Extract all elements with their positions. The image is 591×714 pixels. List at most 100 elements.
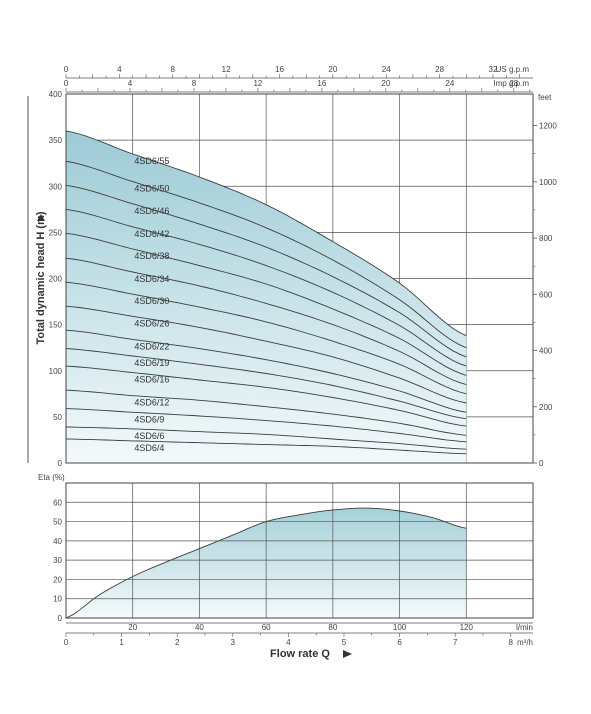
m3h-unit-label: m³/h: [517, 638, 533, 647]
feet-tick-label: 600: [539, 290, 553, 299]
m3h-tick-label: 2: [175, 638, 180, 647]
curve-label: 4SD6/42: [134, 229, 169, 239]
head-curve: [65, 305, 467, 404]
eta-curve: [65, 507, 467, 619]
y-tick-label: 400: [49, 90, 63, 99]
m3h-tick-label: 3: [231, 638, 236, 647]
us-gpm-tick-label: 0: [64, 65, 69, 74]
curve-label: 4SD6/50: [134, 184, 169, 194]
imp-gpm-tick-label: 24: [445, 79, 454, 88]
head-curve: [65, 329, 467, 413]
eta-y-tick-label: 40: [53, 537, 62, 546]
m3h-tick-label: 7: [453, 638, 458, 647]
feet-unit-label: feet: [538, 93, 552, 102]
m3h-tick-label: 0: [64, 638, 69, 647]
us-gpm-tick-label: 16: [275, 65, 284, 74]
curve-label: 4SD6/6: [134, 431, 164, 441]
imp-gpm-tick-label: 12: [253, 79, 262, 88]
head-curve: [65, 130, 467, 337]
feet-tick-label: 1000: [539, 178, 557, 187]
curve-label: 4SD6/30: [134, 296, 169, 306]
lmin-tick-label: 40: [195, 623, 204, 632]
feet-tick-label: 1200: [539, 122, 557, 131]
eta-y-tick-label: 50: [53, 518, 62, 527]
us-gpm-tick-label: 24: [382, 65, 391, 74]
us-gpm-unit-label: US g.p.m: [496, 65, 530, 74]
head-curve: [65, 426, 467, 450]
feet-tick-label: 0: [539, 459, 544, 468]
y-axis-title: Total dynamic head H (m): [35, 211, 47, 344]
us-gpm-tick-label: 28: [435, 65, 444, 74]
curve-label: 4SD6/34: [134, 274, 169, 284]
lmin-tick-label: 120: [460, 623, 474, 632]
imp-gpm-tick-label: 8: [192, 79, 197, 88]
eta-axis-label: Eta (%): [38, 473, 65, 482]
curve-label: 4SD6/38: [134, 251, 169, 261]
imp-gpm-tick-label: 4: [128, 79, 133, 88]
head-curve: [65, 281, 467, 395]
imp-gpm-tick-label: 20: [381, 79, 390, 88]
head-curve: [65, 408, 467, 443]
curve-label: 4SD6/4: [134, 443, 164, 453]
head-curve: [65, 160, 467, 349]
head-curve: [65, 438, 467, 455]
feet-tick-label: 800: [539, 234, 553, 243]
eta-y-tick-label: 30: [53, 556, 62, 565]
us-gpm-tick-label: 4: [117, 65, 122, 74]
efficiency-chart: 0 10 20 30 40 50 60 Eta (%) 20 40 60 80 100 120 l/min 0…: [38, 473, 534, 660]
m3h-tick-label: 5: [342, 638, 347, 647]
y-tick-label: 150: [49, 321, 63, 330]
head-curve: [65, 389, 467, 436]
head-curve: [65, 232, 467, 376]
lmin-unit-label: l/min: [516, 623, 533, 632]
us-gpm-tick-label: 8: [171, 65, 176, 74]
eta-plot-frame: [65, 482, 534, 619]
head-curve: [65, 257, 467, 386]
y-tick-label: 250: [49, 228, 63, 237]
head-curve: [65, 208, 467, 367]
curve-label: 4SD6/19: [134, 358, 169, 368]
lmin-tick-label: 60: [262, 623, 271, 632]
head-curves: 4SD6/55 4SD6/50 4SD6/46 4SD6/42 4SD6/38 4SD6/…: [65, 130, 467, 455]
y-tick-label: 0: [58, 459, 63, 468]
lmin-tick-label: 20: [128, 623, 137, 632]
head-plot-frame: [65, 93, 534, 464]
m3h-tick-label: 1: [119, 638, 124, 647]
eta-y-tick-label: 20: [53, 575, 62, 584]
curve-label: 4SD6/16: [134, 375, 169, 385]
us-gpm-tick-label: 12: [222, 65, 231, 74]
head-curve: [65, 365, 467, 427]
imp-gpm-tick-label: 28: [509, 79, 518, 88]
x-axis-arrow-icon: [343, 650, 352, 658]
y-tick-label: 50: [53, 413, 62, 422]
y-tick-label: 100: [49, 367, 63, 376]
m3h-tick-label: 8: [509, 638, 514, 647]
curve-label: 4SD6/46: [134, 206, 169, 216]
m3h-tick-label: 4: [286, 638, 291, 647]
x-axis-title: Flow rate Q: [270, 648, 330, 660]
feet-tick-label: 400: [539, 347, 553, 356]
y-tick-label: 300: [49, 182, 63, 191]
y-tick-label: 200: [49, 275, 63, 284]
us-gpm-tick-label: 32: [489, 65, 498, 74]
curve-label: 4SD6/9: [134, 414, 164, 424]
eta-y-tick-label: 0: [58, 614, 63, 623]
lmin-tick-label: 100: [393, 623, 407, 632]
curve-label: 4SD6/55: [134, 156, 169, 166]
us-gpm-tick-label: 20: [328, 65, 337, 74]
imp-gpm-unit-label: Imp g.p.m: [493, 79, 529, 88]
y-tick-label: 350: [49, 136, 63, 145]
imp-gpm-tick-label: 0: [64, 79, 69, 88]
curve-label: 4SD6/22: [134, 341, 169, 351]
curve-label: 4SD6/26: [134, 318, 169, 328]
head-curve: [65, 348, 467, 420]
m3h-tick-label: 6: [397, 638, 402, 647]
eta-y-tick-label: 10: [53, 595, 62, 604]
imp-gpm-tick-label: 16: [317, 79, 326, 88]
y-axis-arrow-icon: [37, 214, 45, 221]
lmin-tick-label: 80: [328, 623, 337, 632]
eta-y-tick-label: 60: [53, 498, 62, 507]
